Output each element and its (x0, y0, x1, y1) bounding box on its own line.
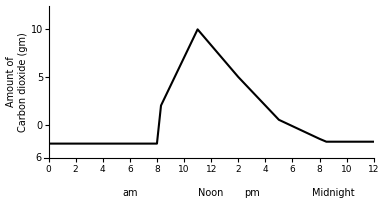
Text: am: am (122, 188, 137, 198)
Text: pm: pm (244, 188, 259, 198)
Y-axis label: Amount of
Carbon dioxide (gm): Amount of Carbon dioxide (gm) (5, 32, 28, 132)
Text: Noon: Noon (198, 188, 224, 198)
Text: Midnight: Midnight (312, 188, 355, 198)
Text: 6: 6 (36, 153, 42, 163)
